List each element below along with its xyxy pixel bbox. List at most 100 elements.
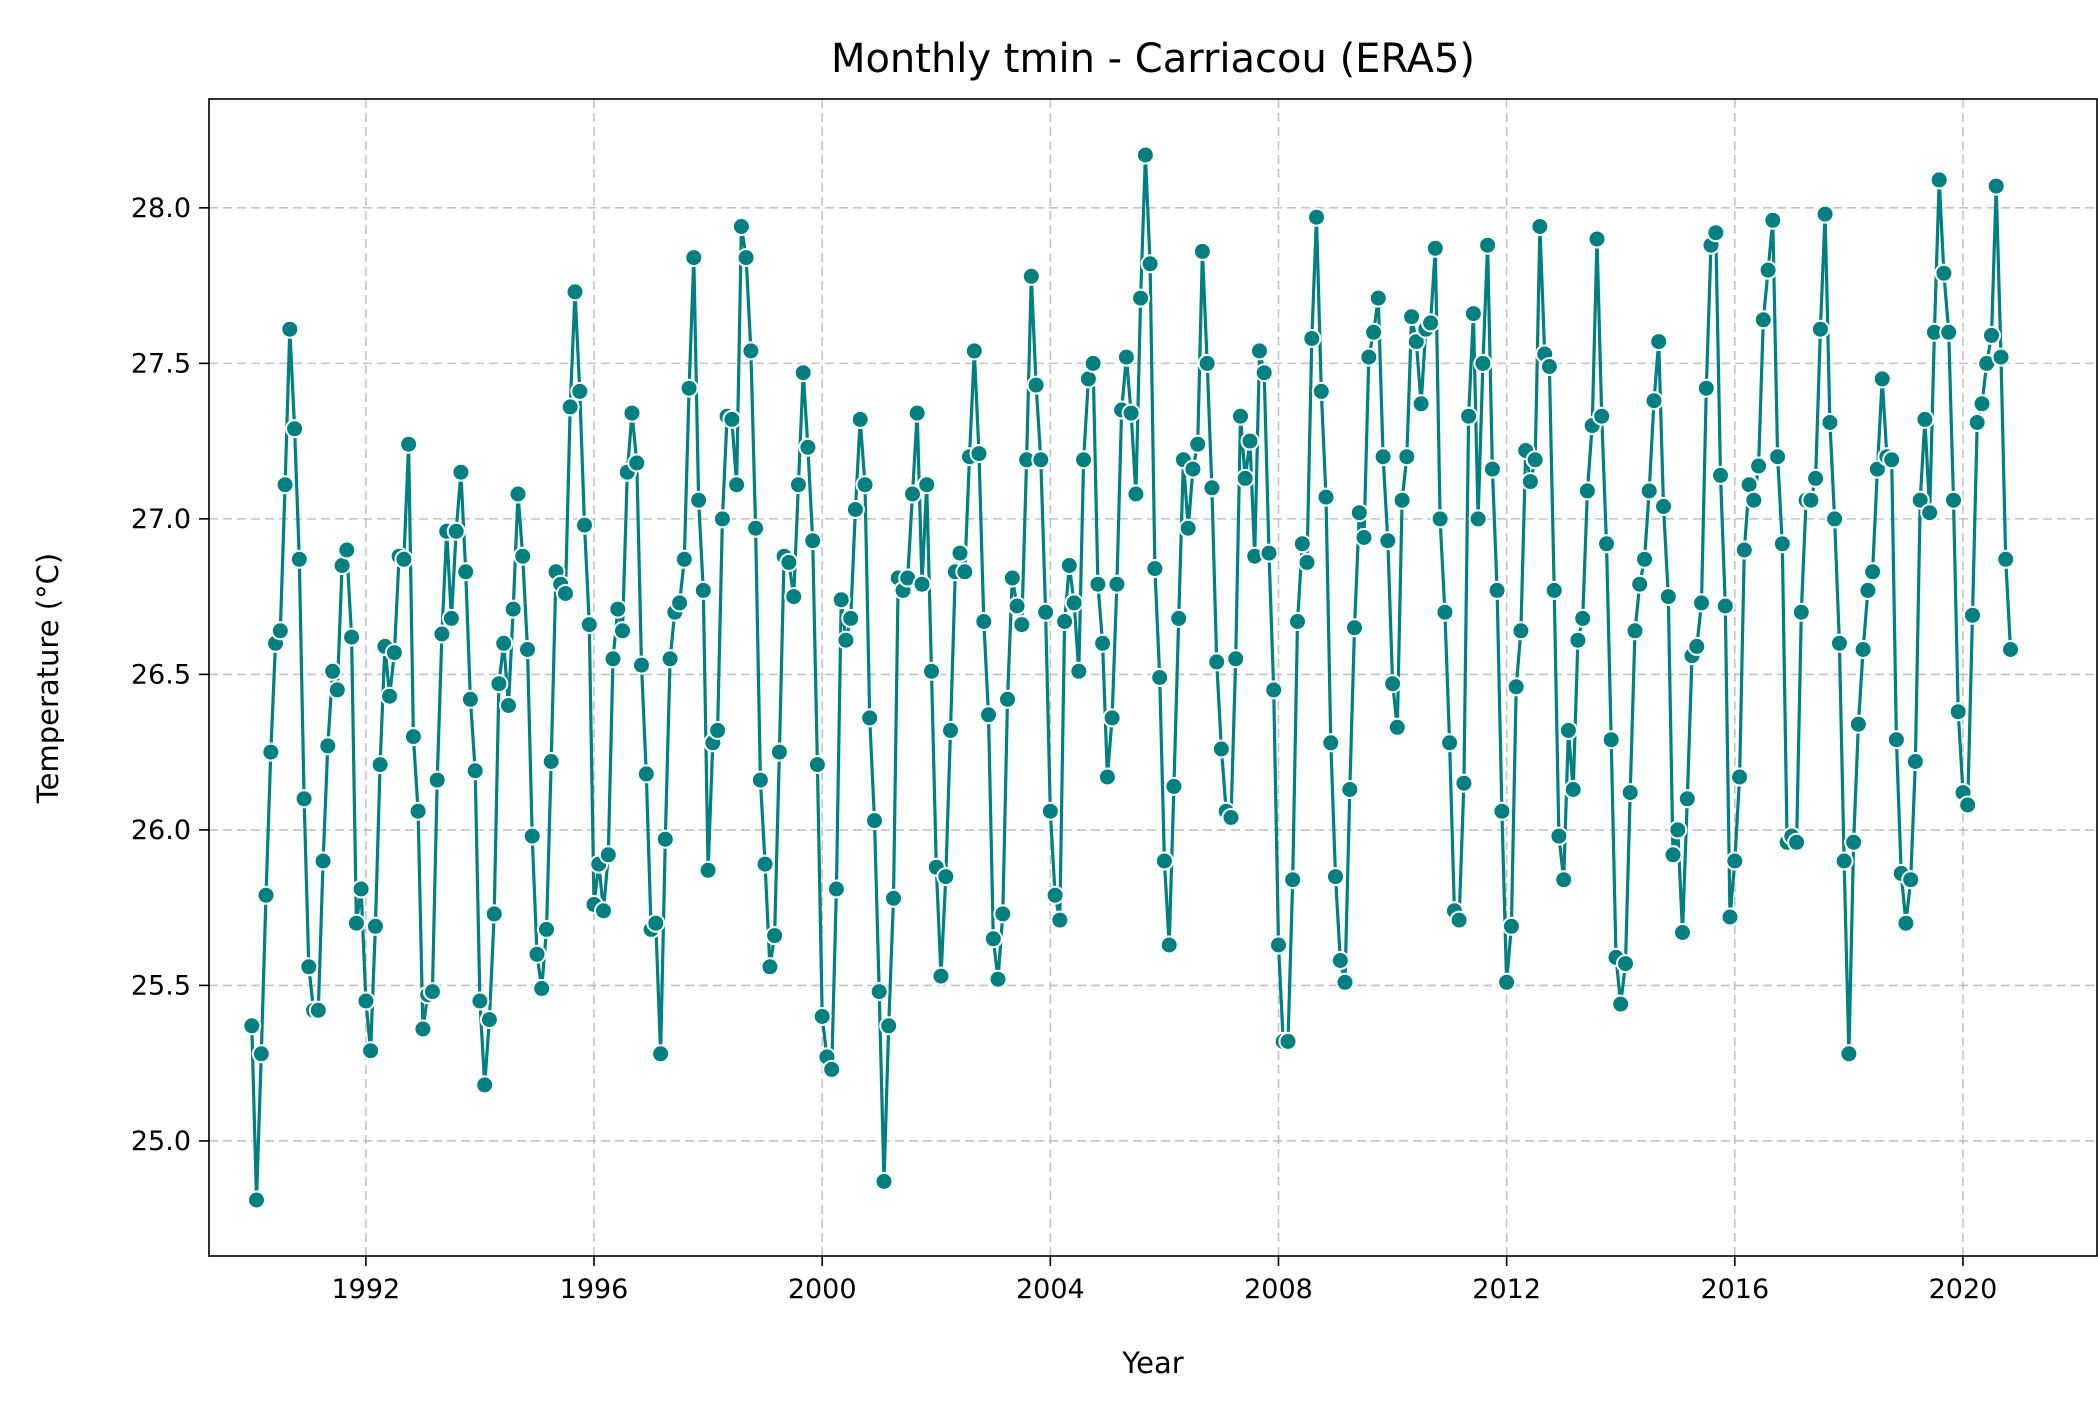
- data-point: [1250, 341, 1269, 361]
- data-point: [361, 1041, 381, 1061]
- data-point: [788, 475, 808, 495]
- data-point: [1197, 353, 1217, 373]
- data-point: [731, 217, 751, 236]
- data-point: [679, 378, 699, 398]
- data-point: [1725, 851, 1745, 871]
- data-point: [465, 761, 485, 781]
- y-axis-label: Temperature (°C): [31, 553, 65, 804]
- data-point: [950, 543, 970, 563]
- data-point: [1449, 910, 1469, 930]
- data-point: [1107, 574, 1127, 594]
- data-point: [1644, 391, 1664, 411]
- data-point: [998, 689, 1017, 709]
- data-point: [1116, 347, 1136, 367]
- data-point: [655, 829, 675, 849]
- data-point: [1787, 832, 1807, 852]
- data-point: [499, 696, 518, 715]
- data-point: [1677, 789, 1697, 809]
- data-point: [1321, 733, 1341, 753]
- data-point: [983, 929, 1003, 949]
- data-point: [879, 1016, 899, 1036]
- x-tick-label: 2016: [1700, 1274, 1769, 1305]
- data-point: [1430, 509, 1450, 529]
- data-point: [1972, 394, 1992, 414]
- data-point: [289, 549, 309, 569]
- data-point: [1150, 668, 1170, 687]
- data-point: [579, 615, 599, 635]
- data-point: [1473, 353, 1493, 373]
- data-point: [413, 1019, 433, 1039]
- data-point: [242, 1016, 262, 1036]
- data-point: [1687, 636, 1707, 656]
- data-point: [503, 599, 523, 619]
- data-point: [1991, 347, 2011, 367]
- data-point: [1549, 826, 1569, 846]
- data-point: [1501, 916, 1521, 936]
- data-point: [793, 363, 813, 383]
- data-point: [1050, 910, 1070, 930]
- data-point: [1673, 923, 1692, 942]
- x-tick-label: 2020: [1929, 1274, 1998, 1305]
- y-tick-label: 26.5: [131, 659, 191, 690]
- data-point: [722, 409, 742, 429]
- data-point: [1278, 1031, 1298, 1051]
- data-point: [917, 475, 937, 495]
- x-tick-label: 1992: [331, 1274, 400, 1305]
- data-point: [1002, 568, 1022, 588]
- data-point: [370, 755, 390, 775]
- data-point: [1554, 870, 1574, 890]
- data-point: [508, 484, 528, 504]
- data-point: [922, 661, 941, 681]
- data-point: [812, 1007, 832, 1026]
- data-point: [1240, 431, 1260, 451]
- data-point: [470, 991, 490, 1011]
- data-point: [427, 770, 447, 790]
- data-point: [318, 736, 338, 756]
- data-point: [1121, 403, 1141, 423]
- data-point: [1525, 450, 1545, 470]
- data-point: [660, 649, 680, 669]
- data-point: [432, 624, 452, 644]
- data-point: [1055, 612, 1075, 631]
- data-point: [380, 686, 400, 706]
- data-point: [1231, 406, 1250, 426]
- data-point: [479, 1010, 499, 1030]
- data-point: [518, 640, 537, 659]
- data-point: [1573, 608, 1593, 628]
- data-point: [1183, 459, 1203, 479]
- data-point: [1307, 207, 1326, 227]
- data-point: [969, 444, 989, 464]
- data-point: [931, 966, 951, 986]
- data-point: [532, 979, 552, 998]
- data-point: [1558, 720, 1578, 740]
- data-point: [1625, 621, 1645, 641]
- data-point: [556, 584, 575, 603]
- data-point: [1387, 717, 1407, 737]
- data-point: [798, 437, 818, 457]
- data-point: [1297, 552, 1317, 572]
- data-point: [247, 1190, 266, 1210]
- data-point: [1411, 394, 1431, 414]
- data-point: [1207, 652, 1227, 672]
- y-tick-label: 28.0: [131, 193, 191, 224]
- data-point: [1905, 752, 1925, 771]
- data-point: [1069, 661, 1089, 681]
- data-point: [831, 590, 851, 610]
- data-point: [1986, 176, 2006, 196]
- data-point: [1668, 820, 1688, 840]
- data-point: [1459, 406, 1479, 426]
- data-point: [408, 801, 428, 821]
- data-point: [1920, 503, 1940, 523]
- data-point: [1330, 951, 1350, 970]
- data-point: [594, 901, 613, 921]
- data-point: [974, 612, 994, 631]
- data-point: [1611, 994, 1631, 1014]
- data-point: [1901, 870, 1921, 890]
- data-point: [1839, 1044, 1859, 1064]
- data-point: [1820, 413, 1840, 432]
- data-point: [1872, 369, 1892, 389]
- data-point: [689, 490, 709, 510]
- data-point: [1406, 332, 1426, 352]
- data-point: [1768, 447, 1788, 467]
